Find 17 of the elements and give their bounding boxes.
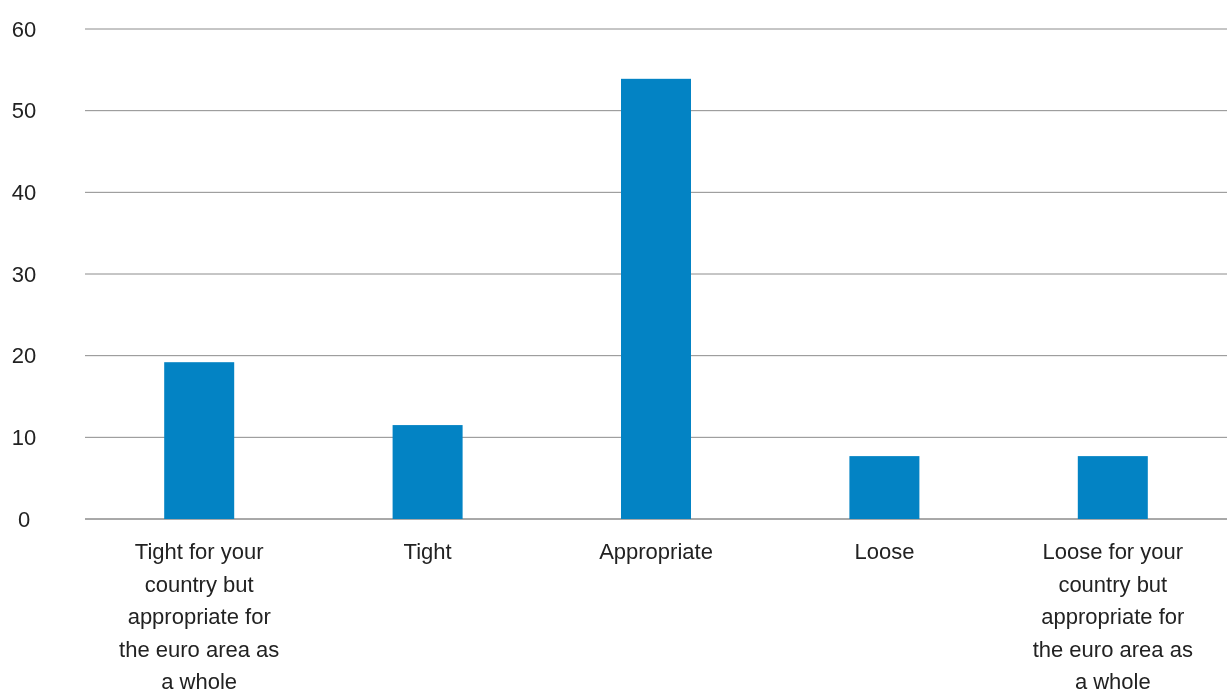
bar bbox=[392, 425, 463, 519]
y-tick-label: 30 bbox=[11, 261, 37, 287]
bar bbox=[621, 78, 691, 519]
y-tick-label: 60 bbox=[11, 16, 37, 42]
x-tick-label: Tight for your country but appropriate for the euro area as a whole bbox=[119, 539, 280, 692]
bar bbox=[164, 362, 235, 519]
x-tick-label: Tight bbox=[403, 539, 452, 564]
x-tick-label: Appropriate bbox=[599, 539, 713, 564]
bar bbox=[849, 456, 920, 519]
y-tick-label: 20 bbox=[11, 343, 37, 369]
x-tick-label: Loose bbox=[854, 539, 915, 564]
x-tick-label: Loose for your country but appropriate for the euro area as a whole bbox=[1032, 539, 1193, 692]
y-tick-label: 0 bbox=[17, 506, 31, 532]
y-tick-label: 50 bbox=[11, 98, 37, 124]
y-tick-label: 40 bbox=[11, 180, 37, 206]
bar bbox=[1077, 456, 1148, 519]
y-tick-label: 10 bbox=[11, 425, 37, 451]
